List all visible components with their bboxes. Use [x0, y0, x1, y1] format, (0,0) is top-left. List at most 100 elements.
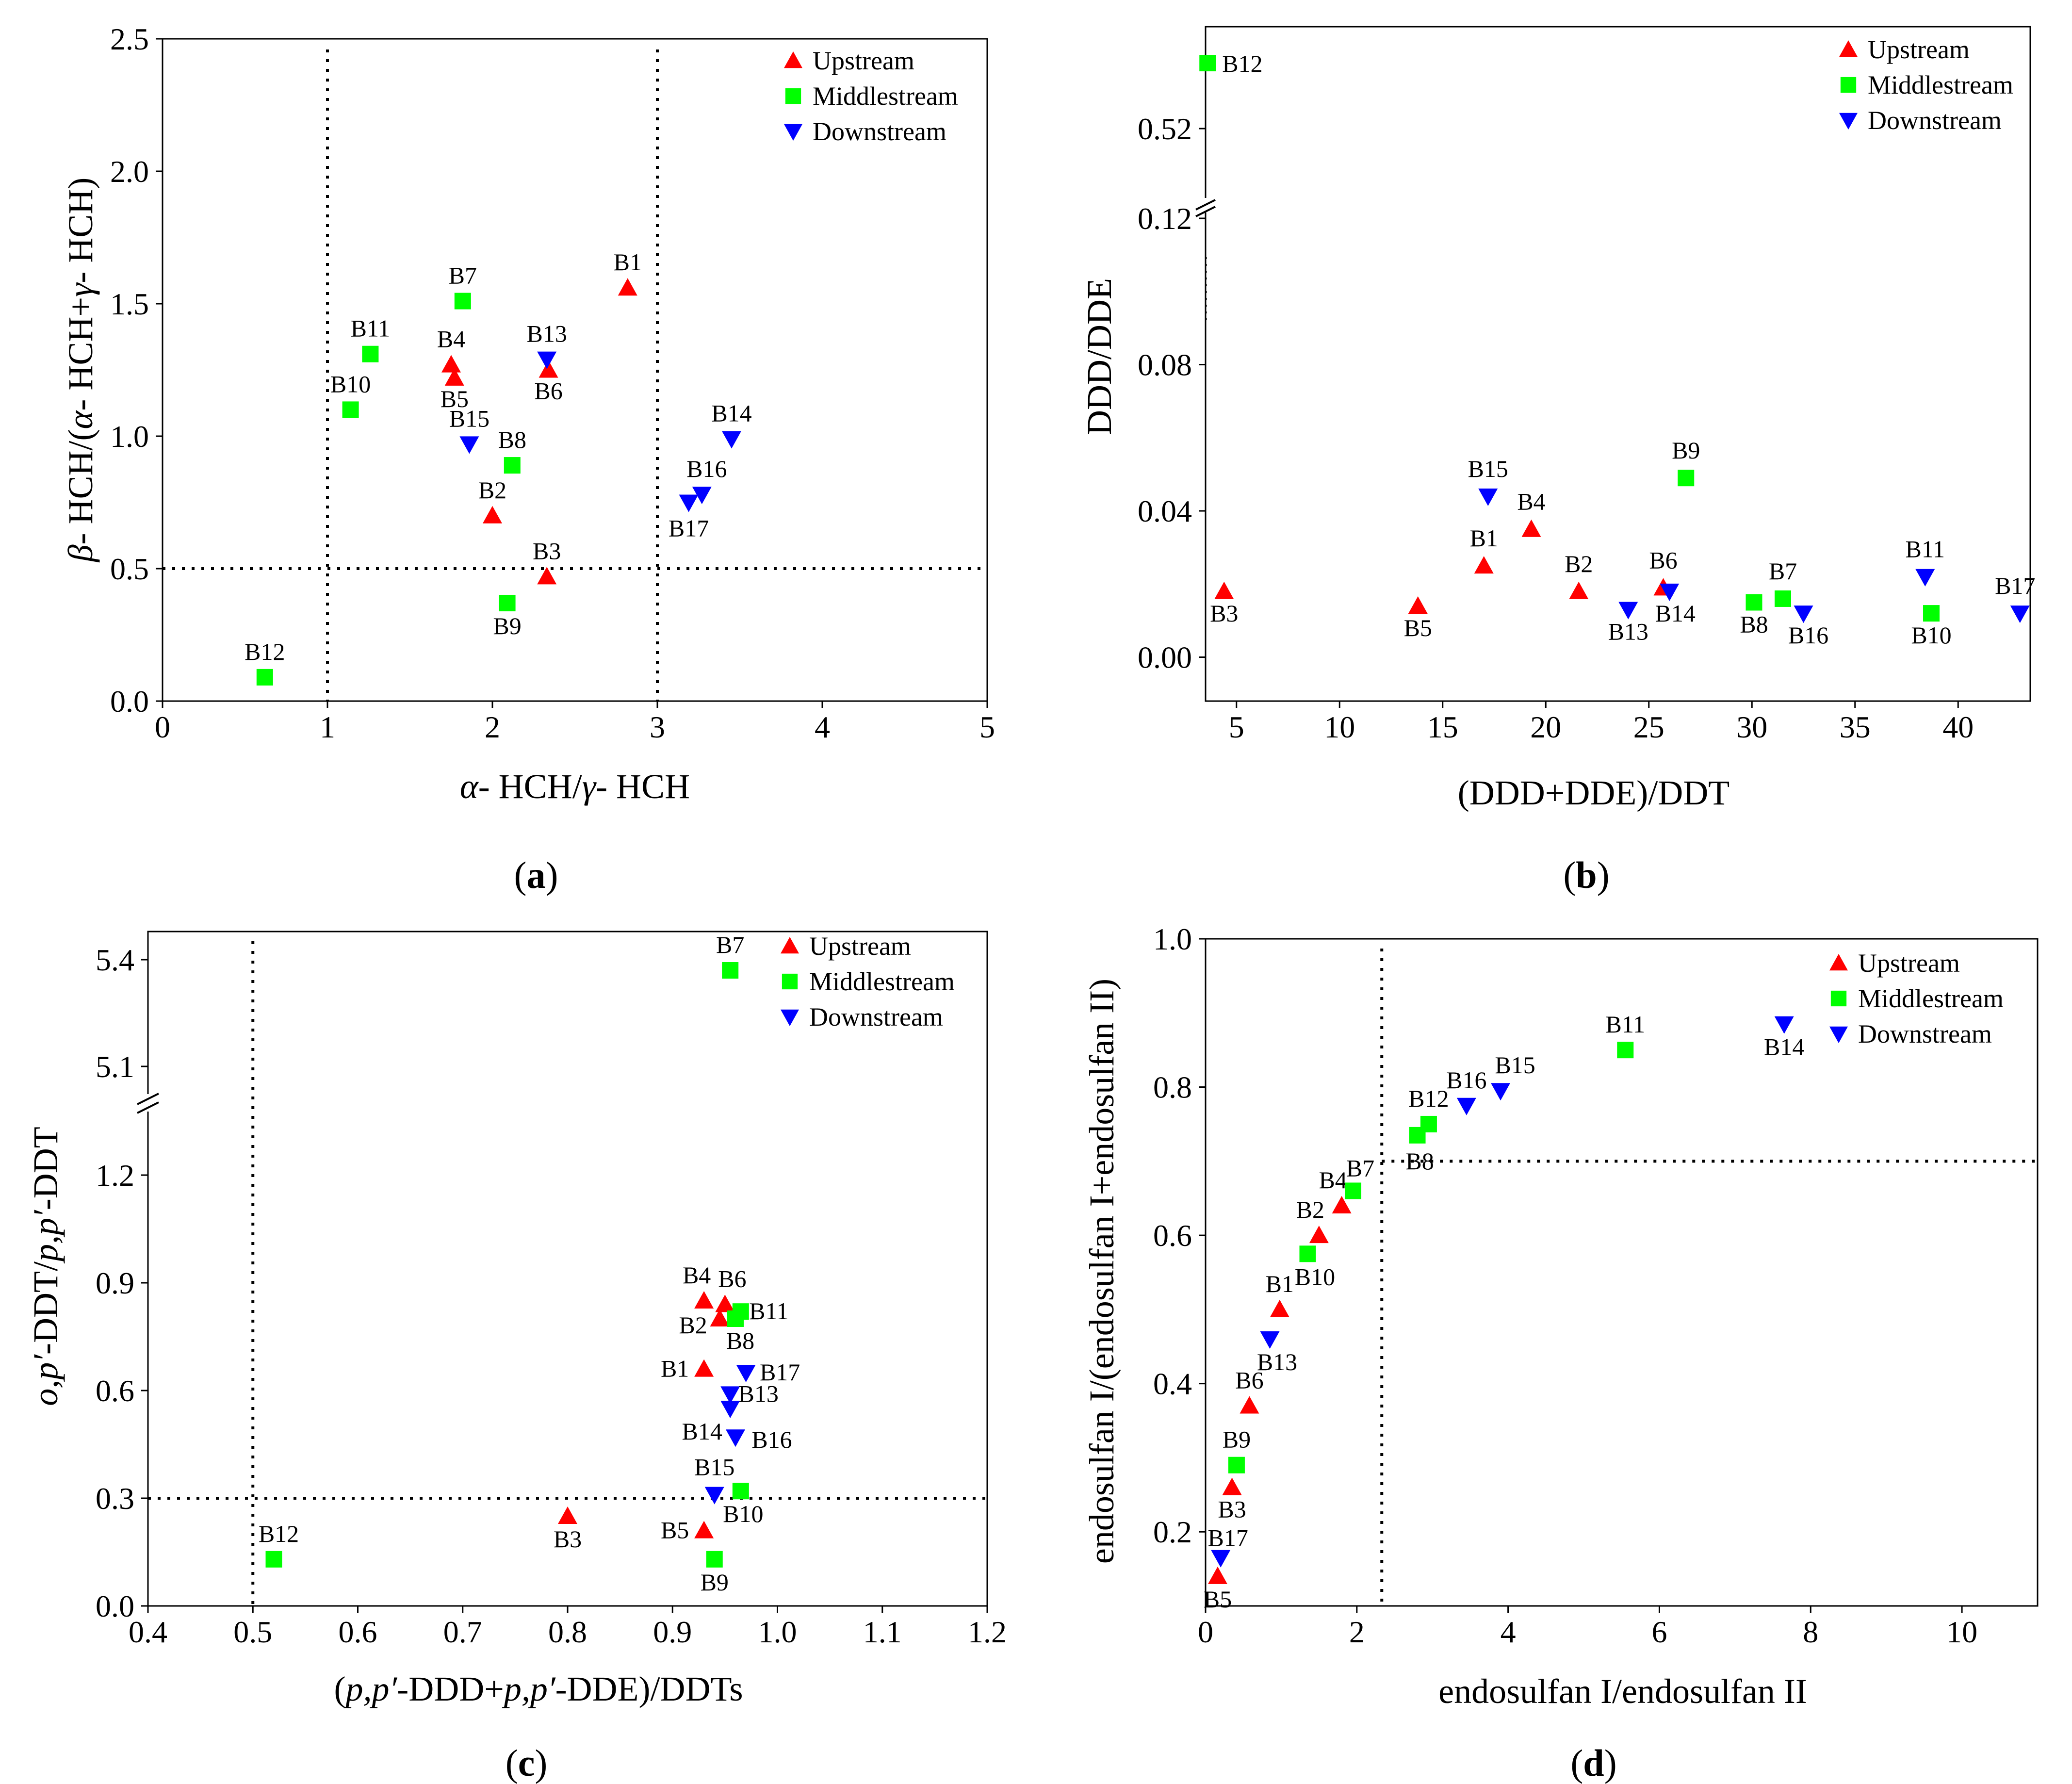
point-label-b5: B5 [1404, 614, 1432, 641]
point-label-b2: B2 [679, 1311, 707, 1339]
legend-marker-upstream [784, 51, 802, 68]
x-axis-label-c: (p,p′-DDD+p,p′-DDE)/DDTs [334, 1669, 743, 1708]
point-label-b1: B1 [661, 1355, 689, 1382]
point-label-b7: B7 [716, 931, 744, 958]
x-axis-label-b: (DDD+DDE)/DDT [1458, 773, 1730, 812]
x-tick-label-b: 25 [1633, 710, 1664, 744]
axis-break-mark-b [1195, 199, 1216, 211]
panel-d: endosulfan I/endosulfan II endosulfan I/… [1082, 922, 2039, 1784]
y-tick-label-a: 0.5 [110, 552, 149, 586]
y-tick-label-c: 0.3 [96, 1481, 134, 1516]
legend-label-upstream: Upstream [1858, 949, 1960, 978]
caption-c: (c) [506, 1742, 548, 1784]
point-label-b3: B3 [1218, 1496, 1246, 1523]
x-tick-label-b: 5 [1229, 710, 1244, 744]
x-tick-label-a: 2 [485, 710, 500, 744]
legend-label-middlestream: Middlestream [1868, 70, 2013, 99]
point-b6 [538, 360, 558, 378]
point-b7 [1345, 1182, 1362, 1199]
x-tick-label-d: 4 [1501, 1615, 1516, 1649]
point-b17 [679, 494, 699, 512]
point-label-b9: B9 [1223, 1426, 1251, 1453]
point-b15 [459, 436, 479, 454]
point-b3 [1214, 581, 1234, 599]
point-b6 [1240, 1396, 1259, 1414]
point-b3 [558, 1506, 577, 1524]
panel-c: (p,p′-DDD+p,p′-DDE)/DDTs o,p′-DDT/p,p′-D… [26, 931, 1007, 1784]
x-tick-label-b: 30 [1736, 710, 1767, 744]
point-label-b6: B6 [534, 377, 562, 405]
point-label-b17: B17 [760, 1358, 800, 1386]
point-b12 [1199, 55, 1216, 71]
point-label-b8: B8 [1740, 610, 1768, 638]
point-b7 [454, 293, 471, 310]
y-tick-label-d: 0.4 [1153, 1367, 1192, 1401]
point-b13 [1260, 1331, 1280, 1349]
x-tick-label-b: 20 [1530, 710, 1561, 744]
caption-b: (b) [1563, 854, 1609, 896]
x-tick-label-a: 5 [979, 710, 995, 744]
point-b13 [537, 351, 557, 369]
point-label-b17: B17 [1995, 572, 2035, 599]
legend-marker-downstream [1839, 113, 1858, 130]
point-label-b10: B10 [1911, 622, 1951, 649]
x-tick-label-c: 0.6 [339, 1615, 377, 1649]
point-label-b17: B17 [669, 515, 709, 542]
point-label-b1: B1 [614, 248, 642, 276]
point-b4 [694, 1291, 714, 1309]
point-b9 [1228, 1457, 1245, 1473]
x-tick-label-c: 0.7 [443, 1615, 482, 1649]
point-label-b3: B3 [554, 1525, 582, 1553]
x-tick-label-b: 35 [1840, 710, 1871, 744]
legend-marker-downstream [1829, 1026, 1848, 1043]
point-b6 [715, 1294, 735, 1312]
point-label-b12: B12 [245, 638, 285, 665]
legend-label-upstream: Upstream [813, 46, 914, 75]
legend-label-downstream: Downstream [809, 1002, 943, 1031]
point-b9 [706, 1551, 723, 1568]
point-label-b6: B6 [1235, 1367, 1263, 1394]
point-b4 [1332, 1196, 1352, 1213]
y-tick-label-a: 1.5 [110, 287, 149, 321]
point-label-b4: B4 [1517, 488, 1545, 515]
x-tick-label-b: 15 [1427, 710, 1458, 744]
point-b1 [694, 1359, 714, 1377]
point-b10 [732, 1483, 749, 1500]
legend-label-upstream: Upstream [809, 932, 911, 961]
y-tick-label-c: 0.6 [96, 1374, 134, 1408]
point-b11 [1915, 569, 1935, 587]
point-label-b9: B9 [493, 612, 521, 639]
point-label-b9: B9 [1672, 437, 1700, 464]
point-label-b11: B11 [351, 315, 391, 342]
point-label-b15: B15 [1468, 455, 1508, 482]
point-label-b1: B1 [1266, 1270, 1294, 1297]
y-tick-label-b: 0.04 [1138, 494, 1192, 528]
point-label-b1: B1 [1470, 524, 1498, 552]
x-tick-label-b: 10 [1324, 710, 1355, 744]
point-label-b12: B12 [1408, 1085, 1449, 1112]
axis-break-mark-c [137, 1101, 159, 1114]
point-b4 [1521, 519, 1541, 537]
point-b15 [1478, 488, 1498, 506]
x-tick-label-c: 0.5 [233, 1615, 272, 1649]
x-tick-label-d: 0 [1198, 1615, 1213, 1649]
y-tick-label-b: 0.52 [1138, 112, 1192, 146]
point-b1 [618, 278, 637, 296]
point-b13 [1618, 602, 1638, 620]
x-tick-label-c: 1.2 [968, 1615, 1007, 1649]
point-label-b13: B13 [738, 1380, 779, 1407]
y-tick-label-d: 1.0 [1153, 922, 1192, 956]
point-label-b5: B5 [661, 1517, 689, 1544]
point-b8 [1746, 594, 1762, 611]
point-label-b15: B15 [449, 405, 489, 432]
point-label-b11: B11 [1906, 536, 1945, 563]
point-b14 [722, 431, 741, 449]
point-label-b11: B11 [749, 1297, 789, 1325]
x-tick-label-c: 1.0 [758, 1615, 797, 1649]
point-label-b16: B16 [751, 1426, 792, 1453]
x-tick-label-a: 1 [320, 710, 335, 744]
point-b14 [720, 1401, 740, 1418]
point-label-b16: B16 [1788, 622, 1828, 649]
point-label-b17: B17 [1208, 1524, 1248, 1552]
